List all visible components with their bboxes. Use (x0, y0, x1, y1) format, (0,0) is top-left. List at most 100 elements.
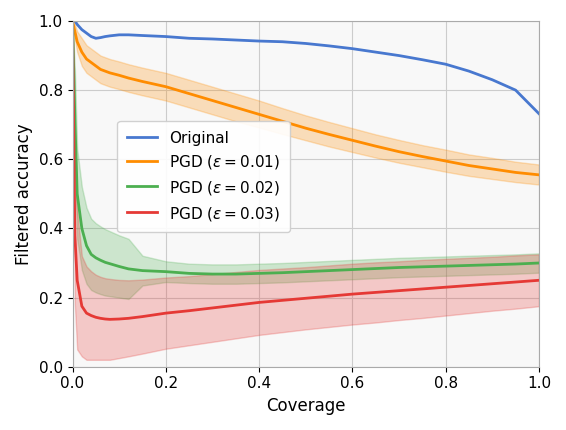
PGD ($\epsilon = 0.03$) (512, 280, 519, 285)
PGD ($\epsilon = 0.03$) (69, 18, 76, 24)
PGD ($\epsilon = 0.02$) (233, 271, 239, 276)
Original (372, 49, 379, 55)
PGD ($\epsilon = 0.03$) (349, 292, 356, 297)
PGD ($\epsilon = 0.02$) (325, 268, 332, 273)
Original (325, 43, 332, 49)
Original (71, 18, 78, 24)
Original (512, 88, 519, 93)
PGD ($\epsilon = 0.01$) (79, 49, 85, 55)
PGD ($\epsilon = 0.03$) (92, 315, 99, 320)
PGD ($\epsilon = 0.03$) (233, 303, 239, 308)
Y-axis label: Filtered accuracy: Filtered accuracy (15, 123, 33, 265)
Original (256, 38, 263, 43)
PGD ($\epsilon = 0.02$) (69, 18, 76, 24)
PGD ($\epsilon = 0.01$) (139, 79, 146, 84)
PGD ($\epsilon = 0.03$) (83, 310, 90, 316)
PGD ($\epsilon = 0.02$) (489, 262, 496, 267)
Original (139, 33, 146, 38)
PGD ($\epsilon = 0.01$) (512, 170, 519, 175)
Original (419, 57, 426, 62)
PGD ($\epsilon = 0.01$) (74, 39, 80, 44)
PGD ($\epsilon = 0.03$) (79, 304, 85, 309)
PGD ($\epsilon = 0.01$) (92, 63, 99, 68)
PGD ($\epsilon = 0.02$) (535, 261, 542, 266)
Original (396, 53, 402, 58)
PGD ($\epsilon = 0.01$) (71, 29, 78, 34)
Original (442, 61, 449, 67)
PGD ($\epsilon = 0.01$) (302, 126, 309, 131)
PGD ($\epsilon = 0.02$) (79, 226, 85, 231)
PGD ($\epsilon = 0.02$) (186, 271, 192, 276)
PGD ($\epsilon = 0.02$) (97, 258, 104, 263)
PGD ($\epsilon = 0.03$) (535, 278, 542, 283)
PGD ($\epsilon = 0.02$) (302, 269, 309, 274)
PGD ($\epsilon = 0.03$) (74, 278, 80, 283)
Line: Original: Original (72, 21, 539, 114)
PGD ($\epsilon = 0.02$) (71, 115, 78, 120)
PGD ($\epsilon = 0.01$) (88, 60, 95, 65)
PGD ($\epsilon = 0.03$) (442, 285, 449, 290)
Original (74, 22, 80, 27)
Original (106, 33, 113, 38)
X-axis label: Coverage: Coverage (266, 397, 345, 415)
PGD ($\epsilon = 0.02$) (279, 270, 286, 275)
PGD ($\epsilon = 0.03$) (88, 313, 95, 318)
PGD ($\epsilon = 0.01$) (106, 70, 113, 75)
Original (83, 31, 90, 36)
PGD ($\epsilon = 0.02$) (466, 263, 473, 268)
PGD ($\epsilon = 0.02$) (162, 269, 169, 274)
PGD ($\epsilon = 0.02$) (102, 260, 109, 265)
PGD ($\epsilon = 0.03$) (396, 288, 402, 293)
PGD ($\epsilon = 0.01$) (125, 75, 132, 80)
Original (302, 41, 309, 46)
Original (88, 34, 95, 39)
PGD ($\epsilon = 0.01$) (372, 144, 379, 149)
Original (349, 46, 356, 51)
PGD ($\epsilon = 0.03$) (116, 316, 123, 322)
PGD ($\epsilon = 0.02$) (88, 252, 95, 257)
PGD ($\epsilon = 0.02$) (139, 268, 146, 273)
Original (125, 32, 132, 37)
PGD ($\epsilon = 0.03$) (102, 316, 109, 322)
PGD ($\epsilon = 0.02$) (512, 261, 519, 267)
PGD ($\epsilon = 0.01$) (186, 91, 192, 96)
PGD ($\epsilon = 0.03$) (186, 308, 192, 313)
Original (466, 68, 473, 74)
PGD ($\epsilon = 0.03$) (162, 310, 169, 316)
Original (102, 34, 109, 39)
Line: PGD ($\epsilon = 0.03$): PGD ($\epsilon = 0.03$) (72, 21, 539, 319)
Original (69, 18, 76, 24)
PGD ($\epsilon = 0.02$) (256, 271, 263, 276)
PGD ($\epsilon = 0.02$) (92, 255, 99, 261)
PGD ($\epsilon = 0.02$) (74, 191, 80, 197)
PGD ($\epsilon = 0.01$) (97, 67, 104, 72)
PGD ($\epsilon = 0.02$) (442, 264, 449, 269)
Original (79, 27, 85, 32)
PGD ($\epsilon = 0.01$) (535, 172, 542, 178)
PGD ($\epsilon = 0.02$) (209, 271, 216, 276)
PGD ($\epsilon = 0.03$) (139, 314, 146, 319)
PGD ($\epsilon = 0.01$) (466, 163, 473, 168)
Original (162, 34, 169, 39)
PGD ($\epsilon = 0.01$) (396, 149, 402, 154)
PGD ($\epsilon = 0.03$) (279, 298, 286, 303)
PGD ($\epsilon = 0.01$) (233, 105, 239, 110)
PGD ($\epsilon = 0.01$) (419, 154, 426, 159)
PGD ($\epsilon = 0.01$) (349, 138, 356, 143)
PGD ($\epsilon = 0.02$) (83, 243, 90, 248)
PGD ($\epsilon = 0.03$) (325, 294, 332, 299)
Legend: Original, PGD ($\epsilon = 0.01$), PGD ($\epsilon = 0.02$), PGD ($\epsilon = 0.0: Original, PGD ($\epsilon = 0.01$), PGD (… (118, 121, 290, 232)
PGD ($\epsilon = 0.01$) (116, 73, 123, 78)
PGD ($\epsilon = 0.01$) (256, 112, 263, 117)
PGD ($\epsilon = 0.01$) (69, 18, 76, 24)
PGD ($\epsilon = 0.03$) (256, 300, 263, 305)
PGD ($\epsilon = 0.01$) (162, 84, 169, 89)
PGD ($\epsilon = 0.03$) (466, 283, 473, 288)
Original (116, 32, 123, 37)
PGD ($\epsilon = 0.02$) (396, 265, 402, 270)
PGD ($\epsilon = 0.03$) (97, 316, 104, 321)
PGD ($\epsilon = 0.01$) (209, 98, 216, 103)
PGD ($\epsilon = 0.03$) (106, 317, 113, 322)
PGD ($\epsilon = 0.01$) (489, 166, 496, 172)
PGD ($\epsilon = 0.03$) (71, 233, 78, 238)
